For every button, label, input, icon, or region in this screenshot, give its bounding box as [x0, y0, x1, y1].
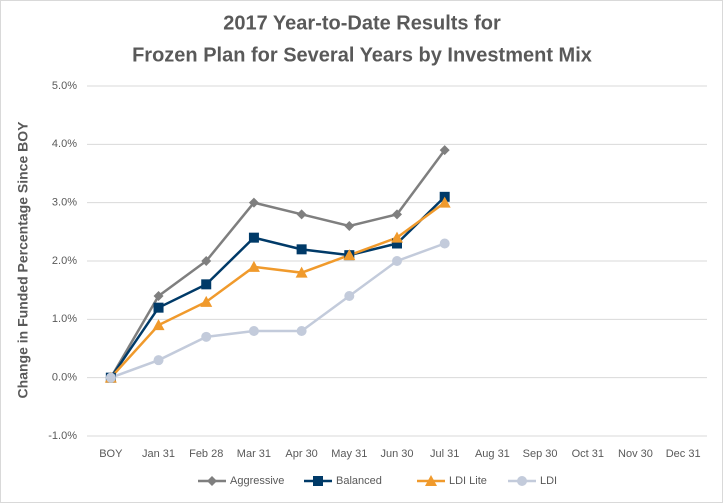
data-point — [344, 291, 355, 301]
data-point — [201, 331, 212, 342]
data-point — [295, 266, 308, 278]
data-point — [392, 209, 402, 220]
x-tick-label: Oct 31 — [572, 448, 604, 460]
data-point — [248, 197, 259, 208]
x-tick-label: Jun 30 — [380, 448, 413, 460]
x-tick-label: Aug 31 — [475, 448, 510, 460]
series-line — [109, 149, 446, 379]
legend-label: LDI Lite — [449, 475, 487, 487]
data-point — [247, 260, 260, 272]
y-tick-label: 2.0% — [52, 255, 77, 267]
legend-label: LDI — [540, 475, 557, 487]
x-tick-label: May 31 — [331, 448, 367, 460]
series-line — [109, 195, 446, 379]
x-tick-label: Nov 30 — [618, 448, 653, 460]
data-point — [296, 326, 307, 336]
chart-title: Frozen Plan for Several Years by Investm… — [132, 44, 592, 66]
legend-label: Aggressive — [230, 475, 284, 487]
series-line — [109, 201, 446, 379]
data-point — [153, 302, 164, 313]
data-point — [296, 209, 307, 220]
y-tick-label: 4.0% — [52, 138, 77, 150]
data-point — [153, 355, 164, 366]
y-tick-label: -1.0% — [48, 430, 77, 442]
chart-title: 2017 Year-to-Date Results for — [223, 12, 501, 34]
data-point — [152, 319, 165, 331]
data-point — [439, 238, 450, 249]
series-line — [110, 242, 446, 379]
data-point — [439, 145, 450, 156]
y-tick-label: 3.0% — [52, 197, 77, 209]
data-point — [392, 238, 402, 249]
data-point — [201, 279, 212, 290]
y-tick-label: 0.0% — [52, 372, 77, 384]
x-tick-label: Apr 30 — [285, 448, 317, 460]
data-point — [248, 232, 259, 243]
legend-marker — [517, 476, 527, 486]
x-tick-label: Dec 31 — [666, 448, 701, 460]
data-point — [201, 256, 212, 266]
data-point — [248, 326, 259, 336]
data-point — [392, 256, 402, 266]
data-point — [296, 244, 307, 255]
x-tick-label: Feb 28 — [189, 448, 223, 460]
legend-marker — [313, 476, 323, 486]
data-point — [391, 231, 403, 243]
legend-marker — [425, 475, 437, 486]
data-point — [344, 221, 355, 231]
y-tick-label: 5.0% — [52, 80, 77, 92]
data-point — [200, 295, 213, 307]
data-point — [105, 372, 116, 383]
x-tick-label: Sep 30 — [523, 448, 558, 460]
legend-label: Balanced — [336, 475, 382, 487]
y-tick-label: 1.0% — [52, 313, 77, 325]
x-tick-label: Mar 31 — [237, 448, 271, 460]
data-point — [343, 249, 356, 261]
y-axis-title: Change in Funded Percentage Since BOY — [15, 121, 31, 399]
x-tick-label: BOY — [99, 448, 123, 460]
data-point — [438, 196, 451, 208]
legend-marker — [207, 476, 217, 486]
x-tick-label: Jan 31 — [142, 448, 175, 460]
data-point — [153, 291, 164, 301]
x-tick-label: Jul 31 — [430, 448, 459, 460]
